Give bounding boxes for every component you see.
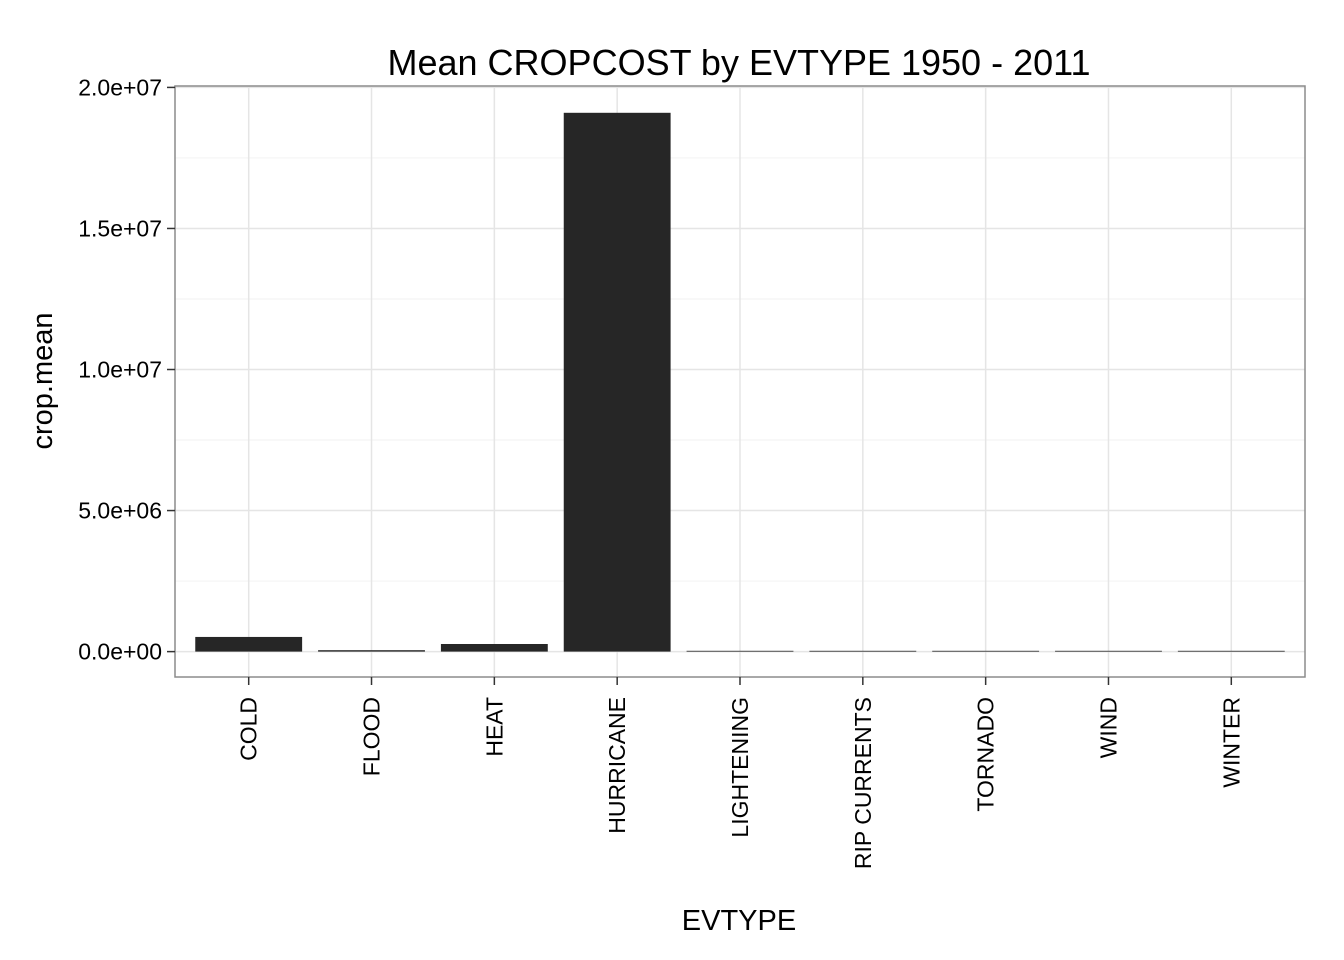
x-tick-label: FLOOD <box>359 697 385 776</box>
bar-heat <box>440 643 548 652</box>
y-axis: 0.0e+00 5.0e+06 1.0e+07 1.5e+07 2.0e+07 <box>78 74 175 665</box>
bar-rip-currents <box>809 650 917 652</box>
chart-title: Mean CROPCOST by EVTYPE 1950 - 2011 <box>388 42 1091 83</box>
x-tick-label: HURRICANE <box>604 697 630 834</box>
x-tick-label: WINTER <box>1218 697 1244 788</box>
x-tick-label: RIP CURRENTS <box>850 697 876 869</box>
bar-wind <box>1055 650 1162 652</box>
y-tick-label: 5.0e+06 <box>78 498 162 524</box>
bars-layer <box>195 112 1285 652</box>
bar-flood <box>318 650 425 652</box>
bar-lightening <box>686 650 794 652</box>
y-tick-label: 0.0e+00 <box>78 639 162 665</box>
x-axis: COLD FLOOD HEAT HURRICANE LIGHTENING RIP CURR… <box>236 677 1244 869</box>
x-tick-label: WIND <box>1095 697 1121 758</box>
x-axis-title: EVTYPE <box>682 905 796 937</box>
x-tick-label: LIGHTENING <box>727 697 753 838</box>
y-tick-label: 2.0e+07 <box>78 74 162 100</box>
x-tick-label: TORNADO <box>973 697 999 812</box>
x-tick-label: HEAT <box>481 697 507 757</box>
y-tick-label: 1.5e+07 <box>78 215 162 241</box>
y-axis-title: crop.mean <box>27 312 59 449</box>
bar-winter <box>1177 650 1285 652</box>
x-tick-label: COLD <box>236 697 262 761</box>
bar-hurricane <box>563 112 671 652</box>
bar-tornado <box>932 650 1040 652</box>
bar-cold <box>195 636 303 652</box>
y-tick-label: 1.0e+07 <box>78 357 162 383</box>
